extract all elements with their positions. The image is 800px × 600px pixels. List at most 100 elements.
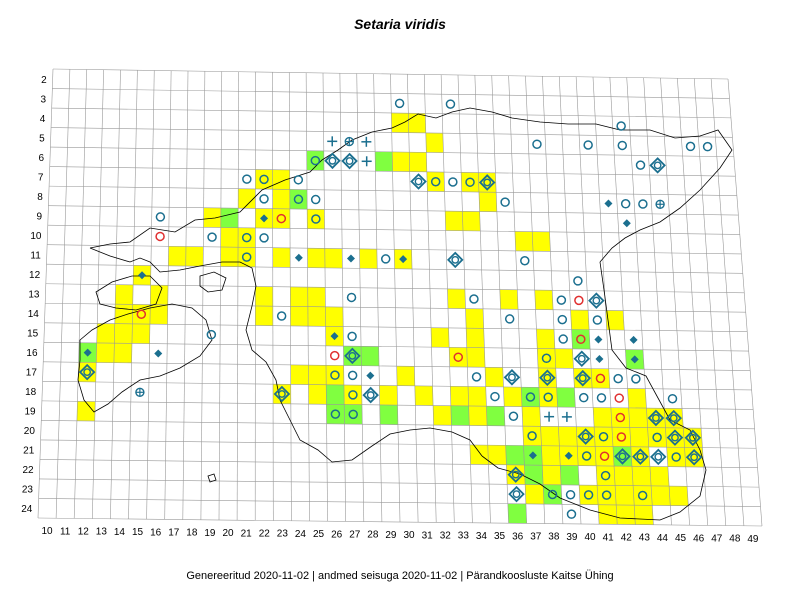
marker-plus	[544, 411, 555, 422]
marker-circle	[583, 490, 594, 500]
marker-ring-diamond	[478, 174, 496, 191]
footer-generated: Genereeritud 2020-11-02	[186, 570, 310, 582]
y-axis-label: 4	[40, 114, 46, 125]
grid-line-horizontal	[49, 185, 737, 196]
grid-line-vertical	[322, 72, 328, 522]
marker-circle	[541, 353, 552, 364]
cell-yellow	[684, 447, 704, 468]
cell-yellow	[536, 329, 555, 349]
marker-circle	[445, 99, 456, 109]
cell-yellow	[408, 113, 426, 133]
grid-line-horizontal	[42, 381, 752, 391]
y-axis-label: 5	[39, 133, 45, 144]
grid-line-vertical	[146, 70, 155, 520]
cell-green	[361, 346, 379, 366]
cell-yellow	[255, 286, 273, 307]
marker-circle	[155, 212, 166, 222]
grid-line-vertical	[727, 78, 763, 527]
cell-yellow	[290, 286, 308, 307]
marker-circle	[543, 392, 553, 402]
cell-yellow	[465, 308, 484, 329]
marker-circle	[471, 372, 482, 382]
grid-line-horizontal	[38, 498, 761, 507]
grid-line-vertical	[218, 71, 223, 521]
cell-green	[344, 404, 363, 425]
cell-yellow	[611, 427, 631, 447]
cell-yellow	[540, 426, 560, 446]
grid-line-vertical	[356, 73, 365, 522]
cell-yellow	[541, 445, 561, 466]
marker-red-circle	[614, 393, 624, 403]
marker-ring-diamond	[344, 347, 361, 365]
cell-yellow	[220, 247, 238, 267]
cell-yellow	[534, 290, 554, 310]
cell-yellow	[522, 426, 542, 446]
marker-circle	[617, 140, 628, 151]
x-axis-label: 30	[403, 530, 415, 541]
cell-green	[326, 404, 345, 424]
y-axis-label: 23	[22, 485, 34, 496]
marker-ring-diamond	[666, 429, 684, 446]
island-muhu	[199, 271, 227, 293]
cell-yellow	[132, 323, 150, 344]
marker-circle	[592, 315, 603, 325]
cell-yellow	[466, 328, 485, 348]
cell-yellow	[324, 248, 343, 269]
cell-yellow	[447, 288, 466, 309]
cell-yellow	[628, 407, 648, 428]
cell-yellow	[634, 505, 654, 525]
marker-ring-diamond	[684, 429, 702, 447]
x-axis-label: 10	[41, 526, 53, 537]
cell-yellow	[468, 386, 487, 407]
occurrence-cells-layer	[76, 113, 704, 525]
marker-circle	[310, 194, 321, 205]
cell-yellow	[168, 246, 186, 266]
grid-line-vertical	[626, 77, 654, 525]
cell-yellow	[113, 343, 132, 363]
cell-yellow	[114, 323, 133, 344]
cell-yellow	[255, 305, 273, 326]
y-axis-label: 17	[26, 368, 38, 379]
grid-line-vertical	[92, 69, 104, 519]
marker-circle	[330, 370, 340, 380]
y-axis-label: 14	[28, 309, 40, 320]
marker-circle	[346, 292, 357, 303]
cell-yellow	[576, 426, 596, 447]
cell-yellow	[132, 304, 151, 325]
marker-circle	[613, 373, 623, 384]
grid-line-horizontal	[52, 88, 730, 99]
cell-yellow	[499, 289, 519, 310]
x-axis-label: 40	[584, 532, 596, 543]
cell-yellow	[115, 284, 134, 305]
x-axis-label: 49	[747, 534, 759, 545]
x-axis-label: 28	[367, 530, 379, 541]
marker-circle	[504, 314, 515, 324]
cell-yellow	[614, 466, 634, 486]
cell-yellow	[466, 347, 486, 368]
marker-circle	[347, 331, 357, 342]
y-axis-label: 12	[29, 270, 41, 281]
marker-circle	[380, 254, 391, 264]
y-axis-label: 3	[40, 94, 46, 105]
grid-line-vertical	[73, 69, 88, 519]
cell-yellow	[185, 246, 204, 267]
grid-line-vertical	[373, 73, 383, 522]
cell-yellow	[307, 306, 326, 327]
marker-circle	[465, 177, 475, 187]
grid-line-vertical	[609, 77, 636, 525]
marker-diamond	[595, 354, 604, 363]
marker-circle	[242, 174, 252, 184]
marker-circle	[527, 431, 537, 441]
marker-diamond	[366, 371, 375, 380]
x-axis-label: 44	[657, 533, 669, 544]
x-axis-label: 36	[512, 531, 524, 542]
cell-yellow	[633, 485, 653, 506]
grid-line-vertical	[440, 74, 455, 523]
marker-ring-diamond	[632, 448, 649, 465]
cell-yellow	[537, 348, 556, 369]
marker-diamond	[294, 253, 303, 262]
x-axis-label: 37	[530, 532, 542, 543]
y-axis-label: 2	[41, 75, 47, 86]
marker-circle	[241, 252, 252, 262]
grid-line-horizontal	[43, 342, 749, 352]
